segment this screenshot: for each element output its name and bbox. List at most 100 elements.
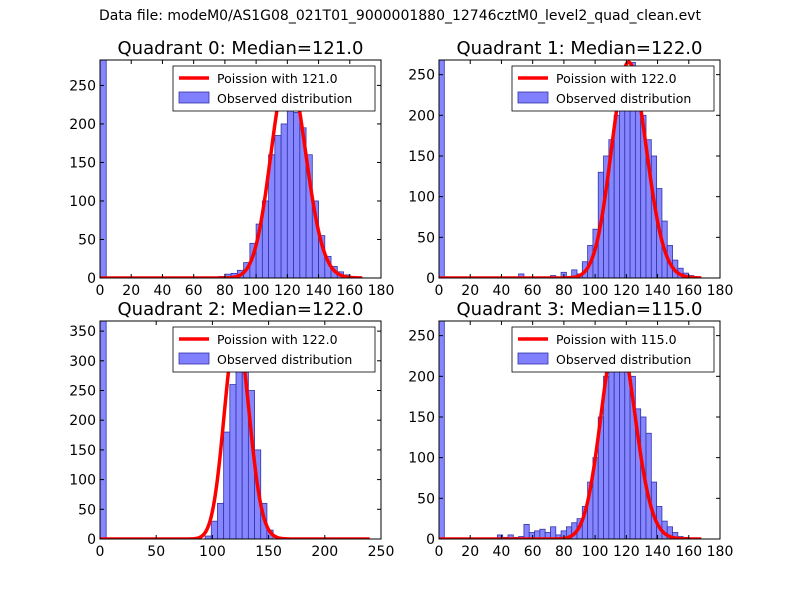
y-tick-label: 200	[408, 108, 435, 124]
legend-entry-fit: Poission with 121.0	[217, 71, 338, 86]
y-tick-label: 200	[408, 369, 435, 385]
y-tick-label: 250	[408, 329, 435, 345]
x-tick-label: 20	[461, 283, 479, 299]
x-tick-label: 120	[613, 283, 640, 299]
y-tick-label: 50	[417, 491, 435, 507]
y-tick-label: 250	[408, 68, 435, 84]
legend-box	[511, 326, 715, 373]
y-tick-label: 100	[69, 473, 96, 489]
subplot-title: Quadrant 0: Median=121.0	[118, 38, 364, 59]
x-tick-label: 180	[707, 283, 734, 299]
subplot-title: Quadrant 3: Median=115.0	[457, 299, 703, 320]
y-tick-label: 150	[408, 410, 435, 426]
x-tick-label: 160	[336, 283, 363, 299]
x-tick-label: 200	[311, 544, 338, 560]
x-tick-label: 80	[555, 283, 573, 299]
y-tick-label: 0	[426, 532, 435, 548]
x-tick-label: 0	[96, 544, 105, 560]
y-tick-label: 200	[69, 117, 96, 133]
x-tick-label: 40	[493, 544, 511, 560]
y-tick-label: 50	[417, 230, 435, 246]
legend-entry-observed: Observed distribution	[556, 91, 691, 106]
histogram-bar	[280, 123, 288, 278]
x-tick-label: 120	[274, 283, 301, 299]
x-tick-label: 40	[154, 283, 172, 299]
poisson-fit-line	[439, 329, 703, 539]
legend-box	[172, 326, 376, 373]
axes-frame	[99, 320, 382, 540]
histogram-bar	[523, 523, 530, 539]
histogram-bar	[496, 534, 504, 539]
x-tick-label: 50	[147, 544, 165, 560]
x-tick-label: 160	[675, 283, 702, 299]
x-tick-label: 60	[185, 283, 203, 299]
x-tick-label: 20	[461, 544, 479, 560]
subplot-3: 0 20 40 60 80 100 120 140 160 180050100150200250Q…	[408, 299, 733, 560]
histogram-bar	[613, 363, 620, 539]
histogram-bar	[613, 114, 620, 278]
y-tick-label: 50	[78, 502, 96, 518]
y-tick-label: 150	[69, 155, 96, 171]
x-tick-label: 60	[524, 544, 542, 560]
axes-frame	[438, 59, 721, 279]
histogram-bar	[619, 98, 626, 278]
x-tick-label: 40	[493, 283, 511, 299]
axes-frame	[99, 59, 382, 279]
x-tick-label: 80	[216, 283, 234, 299]
x-tick-label: 180	[707, 544, 734, 560]
x-tick-label: 120	[613, 544, 640, 560]
histogram-bar	[100, 321, 107, 539]
histogram-bar	[439, 321, 445, 539]
histogram-bar	[507, 534, 514, 539]
y-tick-label: 100	[69, 194, 96, 210]
subplot-title: Quadrant 2: Median=122.0	[118, 299, 364, 320]
x-tick-label: 140	[305, 283, 332, 299]
legend-bar-swatch	[178, 91, 210, 104]
histogram-bar	[229, 384, 237, 539]
legend-bar-swatch	[517, 91, 549, 104]
x-tick-label: 0	[435, 283, 444, 299]
legend-entry-observed: Observed distribution	[217, 91, 352, 106]
y-tick-label: 0	[87, 271, 96, 287]
histogram-bar	[293, 111, 301, 278]
x-tick-label: 20	[122, 283, 140, 299]
y-tick-label: 0	[87, 532, 96, 548]
bars	[439, 321, 703, 539]
x-tick-label: 100	[582, 283, 609, 299]
x-tick-label: 140	[644, 283, 671, 299]
histogram-bar	[274, 135, 282, 278]
x-tick-label: 160	[675, 544, 702, 560]
x-tick-label: 80	[555, 544, 573, 560]
histogram-bar	[550, 526, 557, 539]
x-tick-label: 140	[644, 544, 671, 560]
subplot-0: 0 20 40 60 80 100 120 140 160 180050100150200250Q…	[69, 38, 394, 299]
histogram-bar	[100, 60, 107, 278]
legend-entry-fit: Poission with 122.0	[556, 71, 677, 86]
x-tick-label: 180	[368, 283, 395, 299]
x-tick-label: 0	[96, 283, 105, 299]
legend-entry-observed: Observed distribution	[217, 352, 352, 367]
subplot-2: 0 50 100 150 200 250 0 50 100 150 200 250 300 350 Quad…	[69, 299, 394, 560]
y-tick-label: 250	[69, 383, 96, 399]
y-tick-label: 100	[408, 190, 435, 206]
histogram-bar	[286, 100, 294, 278]
legend-bar-swatch	[517, 352, 549, 365]
histogram-bar	[634, 90, 642, 278]
x-tick-label: 0	[435, 544, 444, 560]
histogram-bar	[223, 431, 231, 539]
y-tick-label: 150	[408, 149, 435, 165]
y-tick-label: 350	[69, 324, 96, 340]
bars	[100, 60, 364, 278]
legend-box	[172, 65, 376, 112]
bars	[439, 60, 703, 278]
figure-title: Data file: modeM0/AS1G08_021T01_90000018…	[99, 8, 701, 24]
x-tick-label: 250	[368, 544, 395, 560]
y-tick-label: 150	[69, 443, 96, 459]
y-tick-label: 250	[69, 78, 96, 94]
axes-frame	[438, 320, 721, 540]
x-tick-label: 100	[243, 283, 270, 299]
histogram-bar	[608, 351, 615, 539]
y-tick-label: 200	[69, 413, 96, 429]
legend-entry-fit: Poission with 115.0	[556, 332, 677, 347]
